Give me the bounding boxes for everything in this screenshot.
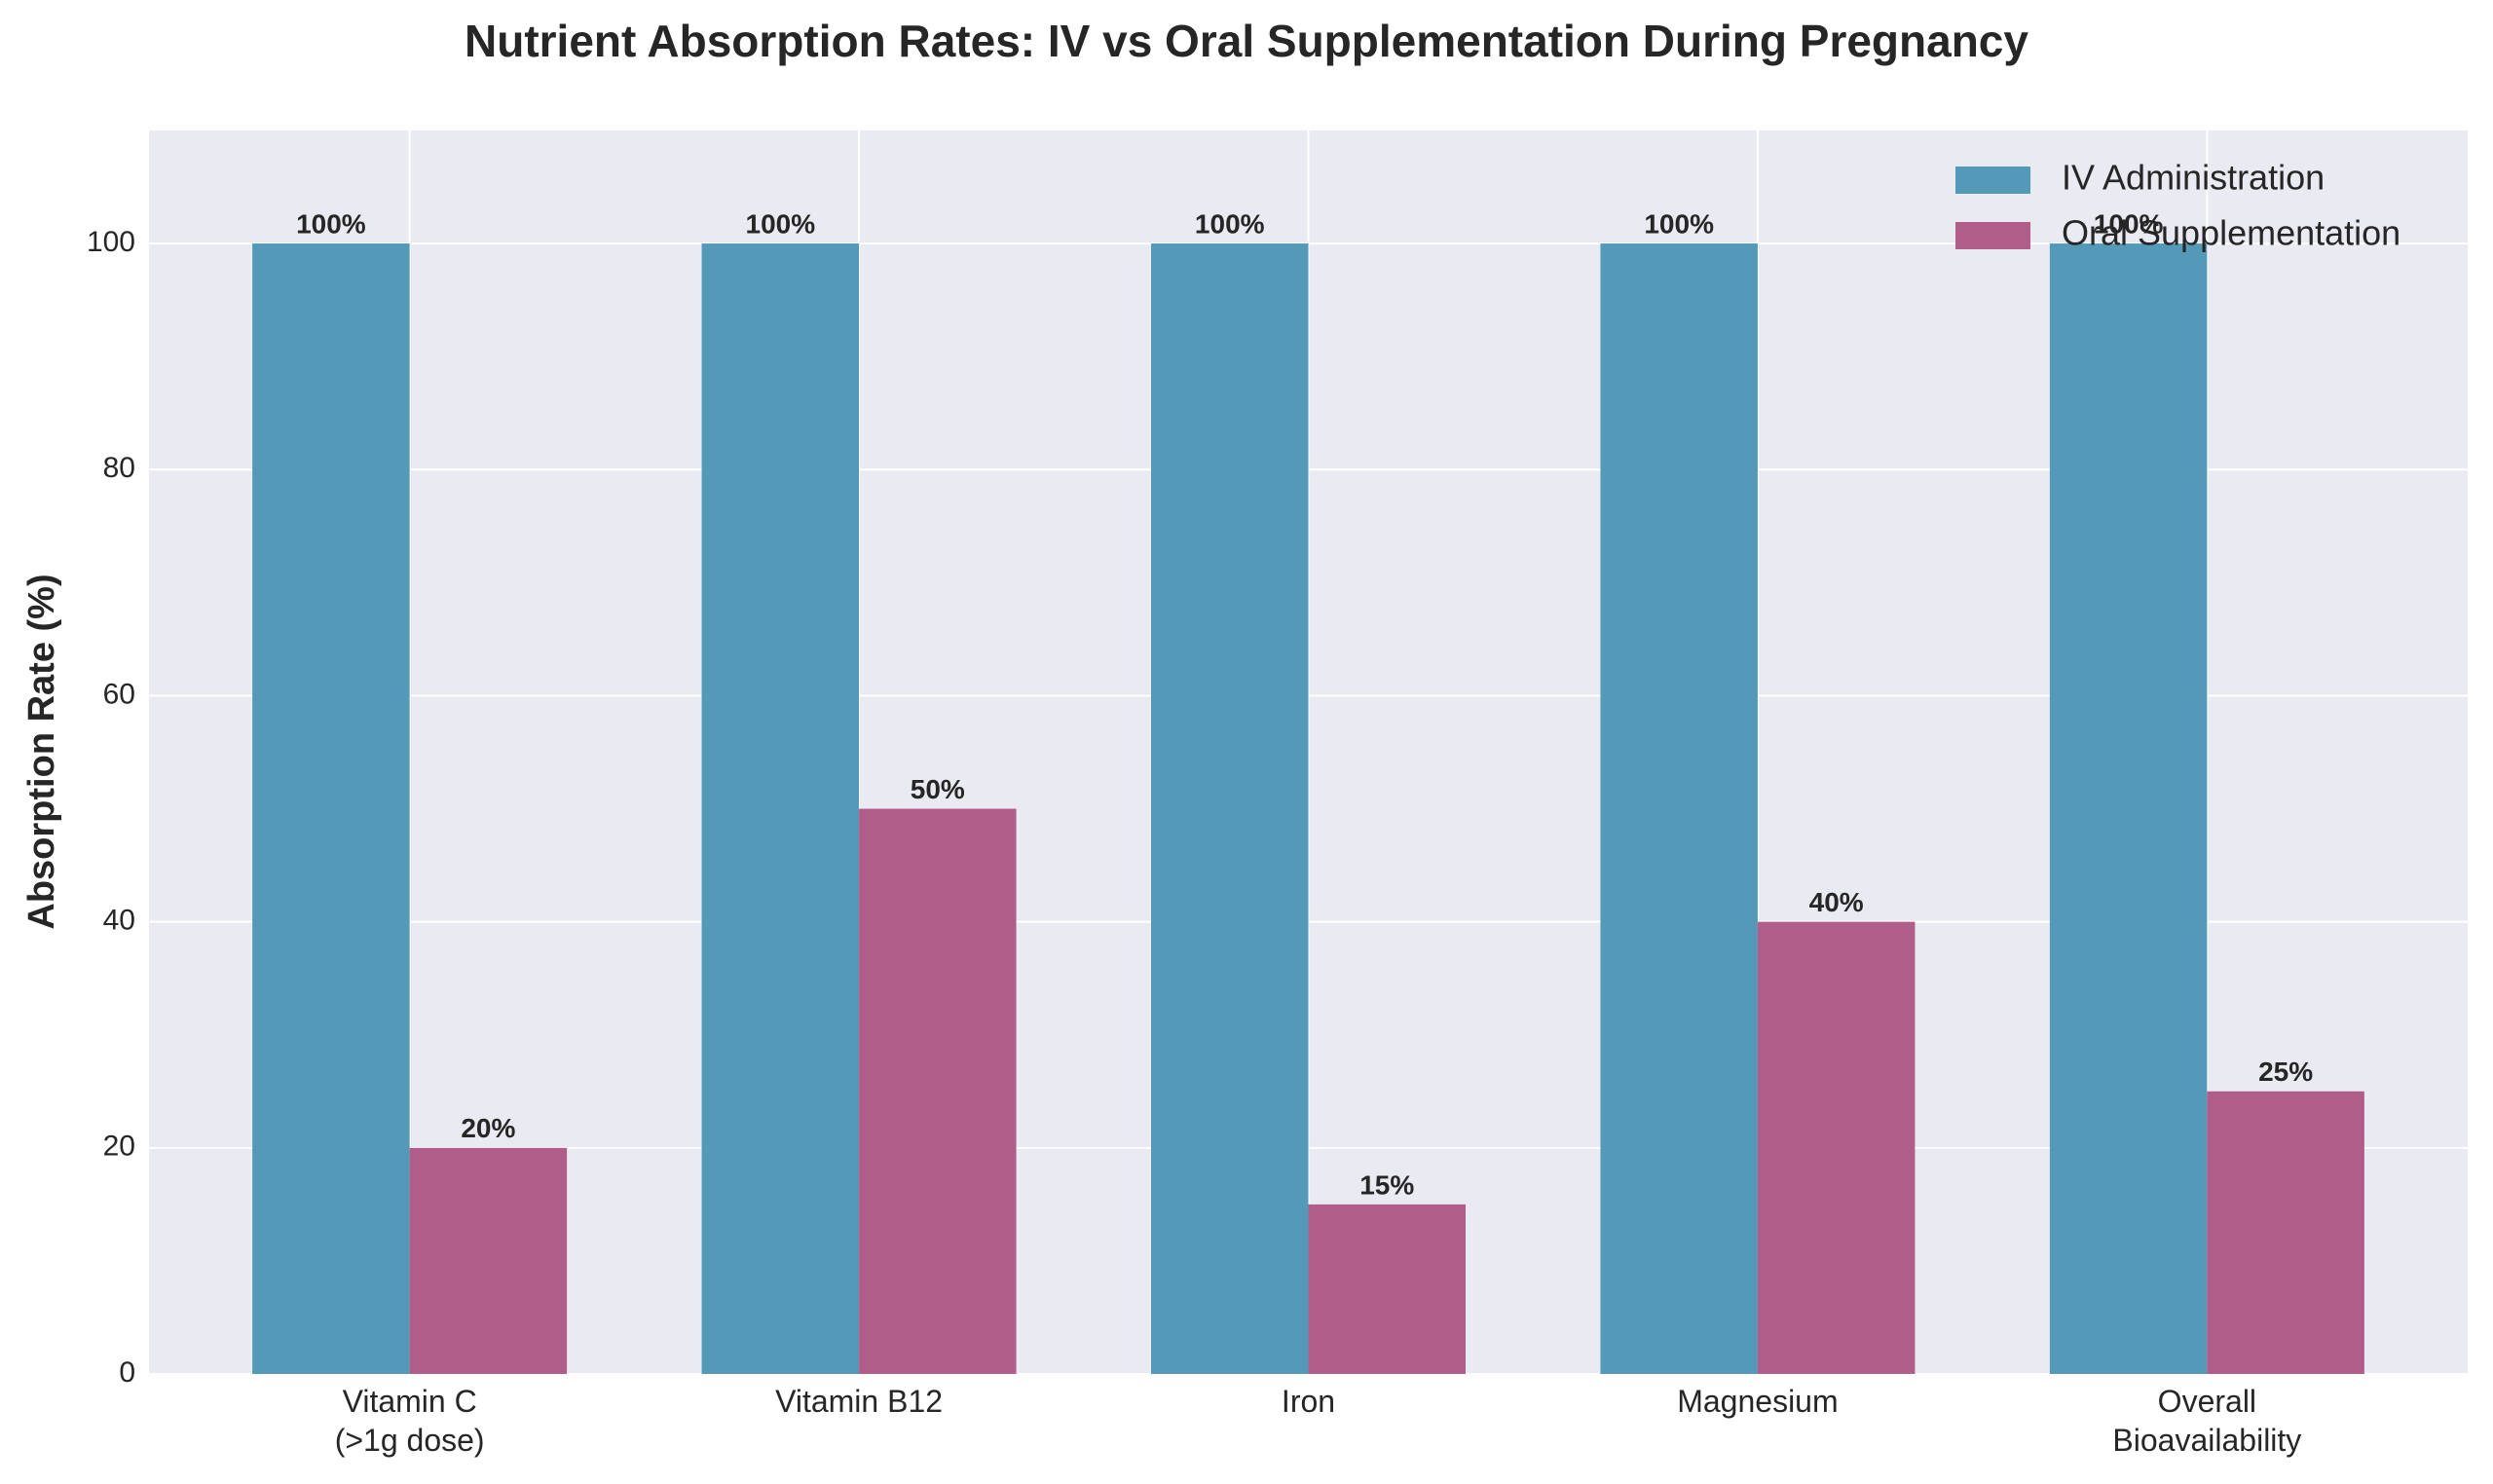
value-label: 100% xyxy=(746,208,816,239)
legend-label: IV Administration xyxy=(2062,158,2325,198)
bar xyxy=(1757,921,1916,1374)
x-tick-label: Overall Bioavailability xyxy=(2112,1384,2302,1458)
value-label: 100% xyxy=(1644,208,1714,239)
x-tick-label: Vitamin C (>1g dose) xyxy=(334,1384,485,1458)
y-axis-label: Absorption Rate (%) xyxy=(21,574,62,929)
y-tick-label: 40 xyxy=(103,905,135,937)
legend-swatch xyxy=(1955,222,2030,249)
legend-swatch xyxy=(1955,167,2030,194)
value-label: 25% xyxy=(2258,1057,2313,1087)
legend-label: Oral Supplementation xyxy=(2062,213,2400,253)
bar xyxy=(1308,1204,1467,1374)
bar xyxy=(1600,243,1758,1374)
bar xyxy=(2207,1091,2364,1374)
value-label: 100% xyxy=(296,208,366,239)
y-tick-label: 80 xyxy=(103,452,135,484)
chart-title: Nutrient Absorption Rates: IV vs Oral Su… xyxy=(465,16,2028,66)
value-label: 100% xyxy=(2094,208,2164,239)
bar xyxy=(2049,243,2208,1374)
bar xyxy=(252,243,410,1374)
value-label: 20% xyxy=(461,1113,515,1143)
y-tick-label: 20 xyxy=(103,1131,135,1163)
value-label: 100% xyxy=(1195,208,1265,239)
bar xyxy=(701,243,860,1374)
value-label: 50% xyxy=(911,774,965,804)
bar xyxy=(859,808,1017,1374)
x-tick-label: Iron xyxy=(1281,1384,1336,1419)
y-tick-label: 0 xyxy=(119,1356,135,1389)
value-label: 40% xyxy=(1809,887,1864,917)
bar xyxy=(409,1147,568,1374)
x-tick-label: Magnesium xyxy=(1677,1384,1839,1419)
value-label: 15% xyxy=(1359,1169,1414,1200)
bar xyxy=(1150,243,1309,1374)
y-tick-label: 100 xyxy=(87,226,135,258)
y-tick-label: 60 xyxy=(103,678,135,710)
x-tick-label: Vitamin B12 xyxy=(775,1384,944,1419)
